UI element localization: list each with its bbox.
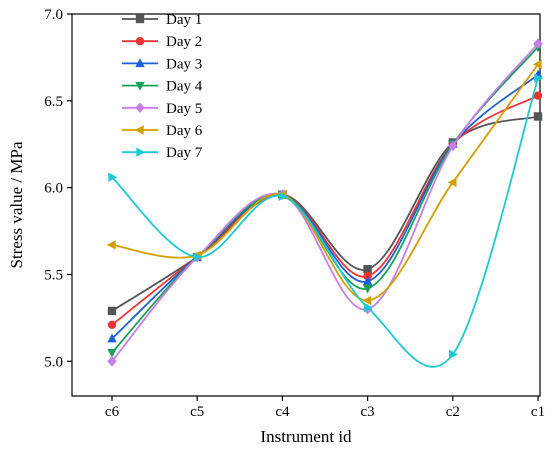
- data-point: [107, 356, 117, 367]
- x-tick-label: c2: [446, 404, 460, 420]
- data-point: [362, 295, 372, 306]
- plot-frame: [71, 13, 541, 397]
- x-tick-label: c3: [361, 404, 375, 420]
- legend-label: Day 4: [166, 79, 203, 95]
- data-point: [533, 38, 543, 49]
- data-point: [363, 265, 372, 274]
- legend-item: Day 2: [122, 34, 202, 50]
- y-tick-label: 7.0: [44, 7, 63, 23]
- legend-item: Day 1: [122, 12, 202, 28]
- x-tick-label: c5: [190, 404, 204, 420]
- legend-marker: [134, 125, 144, 135]
- legend-item: Day 4: [122, 79, 203, 95]
- series-line: [111, 42, 539, 362]
- y-tick-label: 5.0: [44, 354, 63, 370]
- data-point: [363, 302, 373, 313]
- legend-item: Day 6: [122, 123, 203, 139]
- x-tick-label: c6: [105, 404, 120, 420]
- series-6: [106, 59, 542, 306]
- data-point: [449, 349, 458, 360]
- data-point: [534, 73, 544, 83]
- data-point: [533, 91, 543, 100]
- x-tick-label: c1: [531, 404, 545, 420]
- data-point: [447, 177, 457, 188]
- legend-marker: [135, 37, 145, 46]
- data-point: [448, 140, 458, 152]
- y-tick-label: 5.5: [44, 267, 63, 283]
- data-point: [362, 276, 373, 286]
- data-point: [106, 240, 116, 250]
- legend-label: Day 3: [166, 56, 202, 72]
- legend-label: Day 7: [166, 145, 203, 161]
- data-point: [107, 333, 117, 343]
- legend-marker: [136, 147, 146, 157]
- x-tick-label: c4: [275, 404, 290, 420]
- legend-label: Day 5: [166, 101, 202, 117]
- data-point: [107, 320, 117, 330]
- legend-marker: [135, 81, 145, 91]
- legend-marker: [135, 14, 145, 24]
- legend-label: Day 1: [166, 12, 202, 28]
- series-line: [111, 63, 539, 302]
- data-point: [363, 271, 372, 281]
- legend: Day 1 Day 2 Day 3 Day 4 Day 5 Day 6 Day 7: [122, 12, 203, 161]
- series-layer: [106, 38, 544, 368]
- legend-marker: [135, 58, 145, 68]
- y-axis: 5.0 5.5 6.0 6.5 7.0: [44, 7, 72, 370]
- y-tick-label: 6.5: [44, 94, 63, 110]
- legend-item: Day 5: [122, 101, 202, 117]
- legend-item: Day 3: [122, 56, 202, 72]
- data-point: [532, 59, 542, 70]
- legend-label: Day 2: [166, 34, 202, 50]
- x-axis: c6 c5 c4 c3 c2 c1: [105, 396, 545, 420]
- legend-item: Day 7: [122, 145, 203, 161]
- legend-marker: [135, 102, 145, 113]
- legend-label: Day 6: [166, 123, 203, 139]
- data-point: [107, 348, 117, 358]
- y-tick-label: 6.0: [44, 181, 63, 197]
- y-axis-title: Stress value / MPa: [7, 141, 26, 268]
- data-point: [533, 112, 543, 121]
- data-point: [278, 191, 288, 202]
- data-point: [108, 172, 118, 182]
- plot-border: [71, 13, 541, 397]
- series-7: [108, 73, 544, 368]
- x-axis-title: Instrument id: [260, 427, 352, 446]
- data-point: [193, 252, 203, 262]
- data-point: [107, 306, 117, 316]
- data-point: [362, 284, 373, 294]
